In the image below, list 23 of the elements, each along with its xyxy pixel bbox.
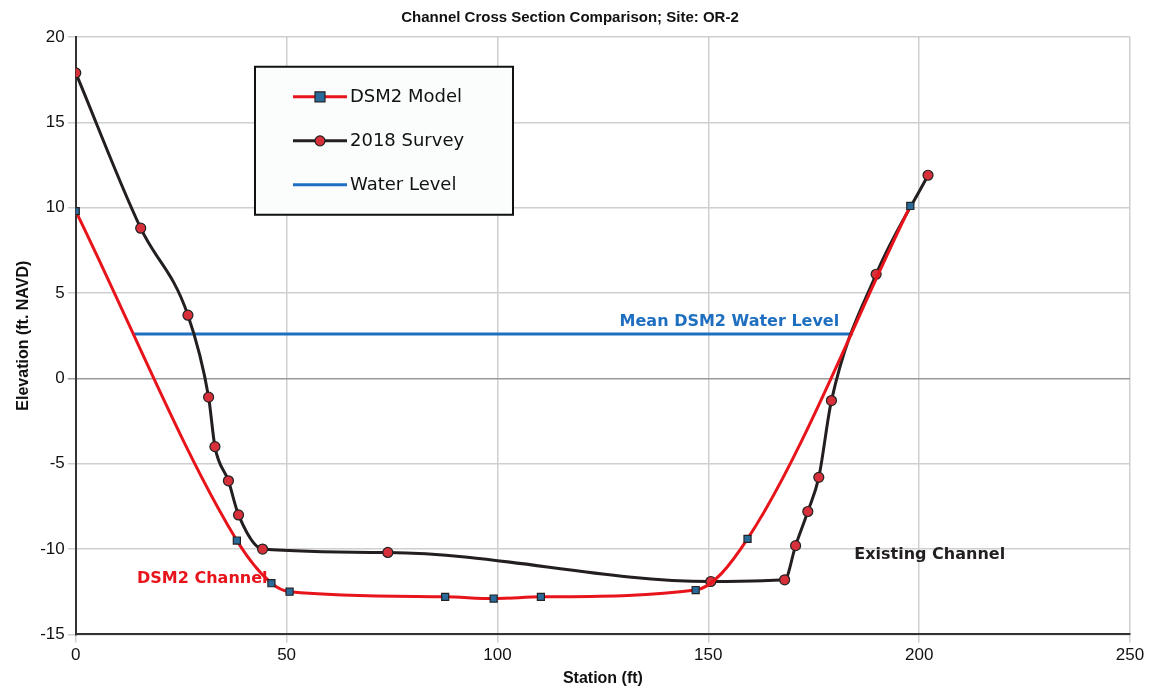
y-tick-label: -5 (49, 453, 65, 473)
annotation: DSM2 Channel (137, 567, 268, 587)
chart-title: Channel Cross Section Comparison; Site: OR-2 (401, 8, 739, 26)
y-tick-label: 0 (55, 368, 65, 388)
legend-label: Water Level (349, 172, 457, 194)
x-tick-label: 0 (71, 645, 81, 665)
y-axis-title: Elevation (ft. NAVD) (14, 260, 32, 411)
y-tick-label: -15 (40, 624, 65, 644)
annotation: Existing Channel (854, 543, 1006, 563)
x-axis-title: Station (ft) (562, 668, 643, 686)
x-tick-label: 250 (1115, 645, 1145, 665)
y-tick-label: 10 (45, 197, 65, 217)
legend-label: 2018 Survey (349, 128, 465, 150)
x-tick-label: 100 (483, 645, 512, 665)
x-tick-label: 150 (694, 645, 723, 665)
annotation: Mean DSM2 Water Level (619, 311, 840, 331)
x-tick-label: 200 (904, 645, 934, 665)
legend-label: DSM2 Model (349, 84, 463, 106)
x-tick-label: 50 (277, 645, 297, 665)
y-tick-label: 5 (55, 282, 65, 302)
y-tick-label: 15 (45, 112, 65, 132)
y-tick-label: -10 (40, 538, 65, 558)
y-tick-label: 20 (45, 26, 65, 46)
